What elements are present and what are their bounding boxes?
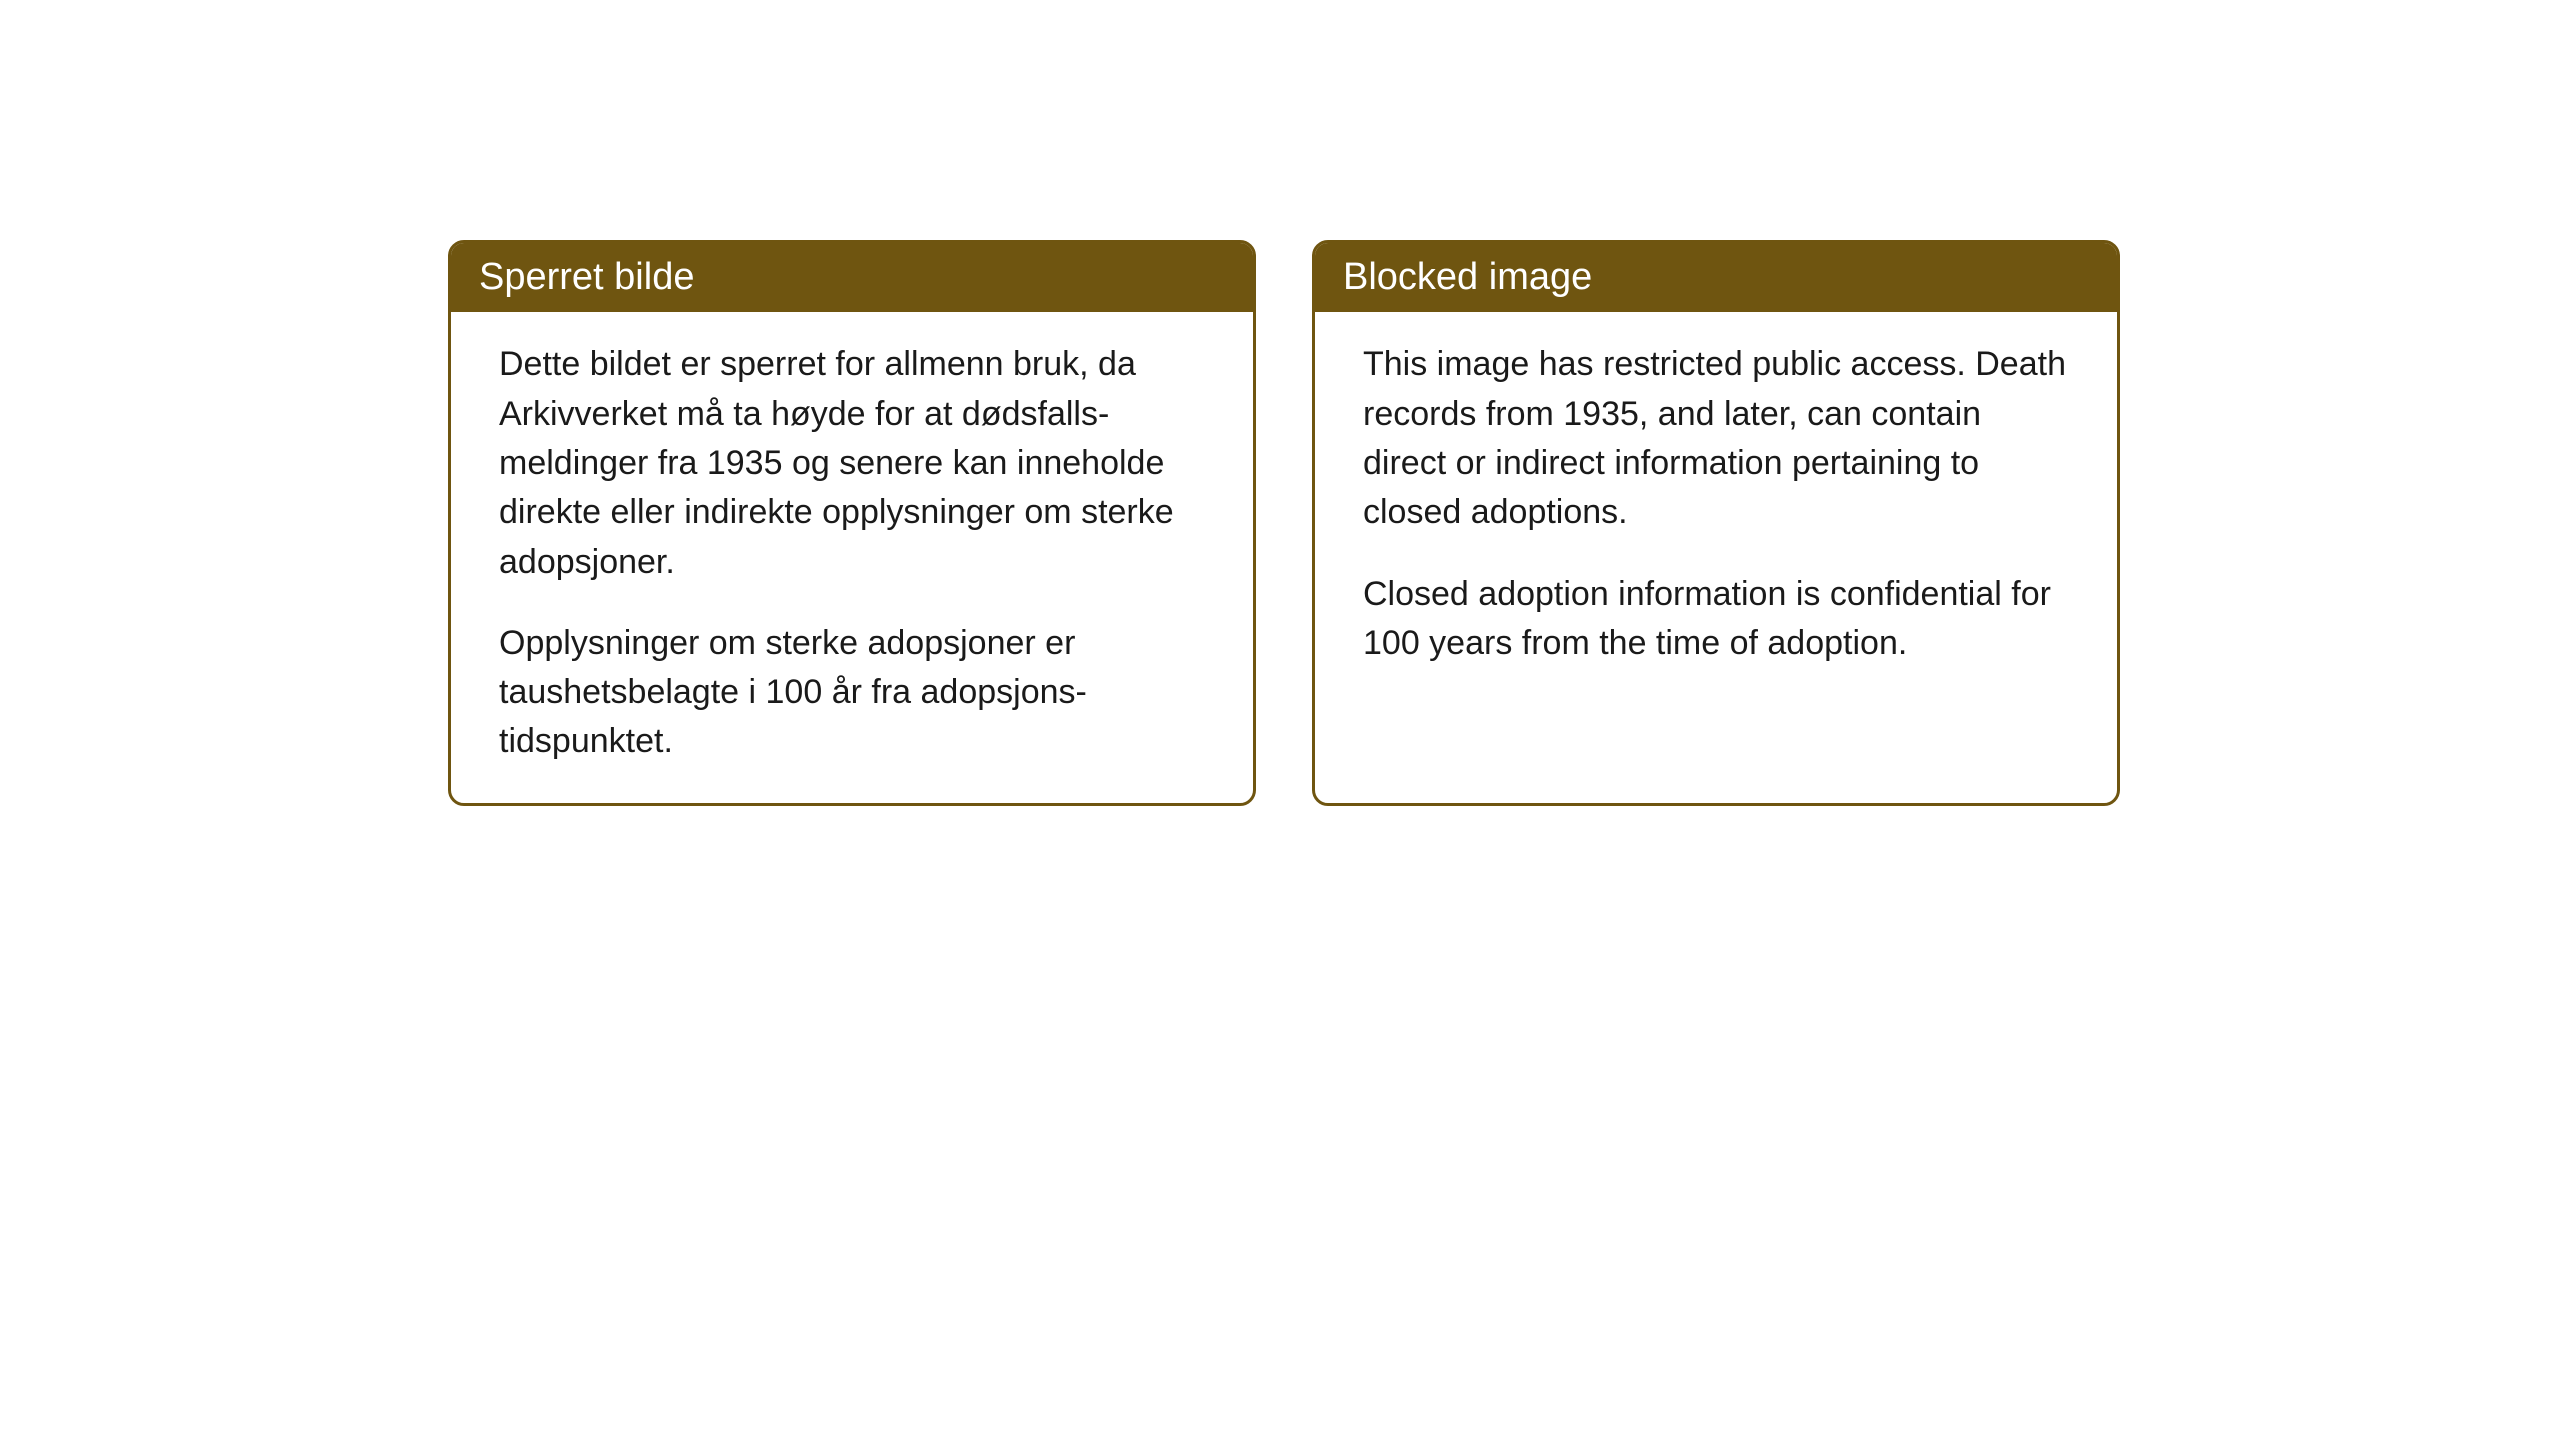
card-body-english: This image has restricted public access.… xyxy=(1315,312,2117,752)
card-paragraph-2: Opplysninger om sterke adopsjoner er tau… xyxy=(499,619,1205,767)
notice-cards-container: Sperret bilde Dette bildet er sperret fo… xyxy=(448,240,2120,806)
notice-card-english: Blocked image This image has restricted … xyxy=(1312,240,2120,806)
card-header-english: Blocked image xyxy=(1315,243,2117,312)
card-body-norwegian: Dette bildet er sperret for allmenn bruk… xyxy=(451,312,1253,802)
notice-card-norwegian: Sperret bilde Dette bildet er sperret fo… xyxy=(448,240,1256,806)
card-header-norwegian: Sperret bilde xyxy=(451,243,1253,312)
card-paragraph-1: Dette bildet er sperret for allmenn bruk… xyxy=(499,340,1205,586)
card-paragraph-2: Closed adoption information is confident… xyxy=(1363,570,2069,669)
card-paragraph-1: This image has restricted public access.… xyxy=(1363,340,2069,537)
